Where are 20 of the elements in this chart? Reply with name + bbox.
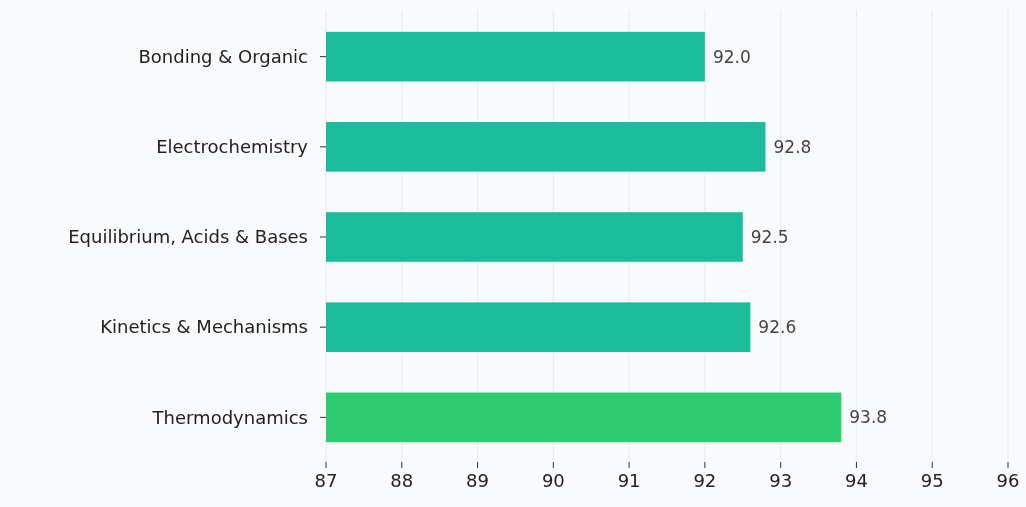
data-label: 92.0 — [712, 46, 751, 67]
x-tick-label: 96 — [996, 470, 1020, 491]
x-tick-label: 95 — [920, 470, 944, 491]
x-tick-label: 87 — [314, 470, 338, 491]
x-tick-label: 93 — [769, 470, 793, 491]
y-tick-label: Kinetics & Mechanisms — [100, 316, 308, 338]
data-label: 92.6 — [758, 317, 797, 338]
data-label: 92.8 — [773, 136, 812, 157]
x-tick-label: 92 — [693, 470, 717, 491]
data-label: 92.5 — [750, 226, 789, 247]
y-tick-label: Bonding & Organic — [138, 45, 308, 67]
x-tick-label: 94 — [844, 470, 868, 491]
y-tick-label: Equilibrium, Acids & Bases — [68, 226, 308, 248]
x-tick-label: 88 — [390, 470, 414, 491]
data-label: 93.8 — [849, 407, 888, 428]
y-tick-label: Thermodynamics — [151, 406, 308, 428]
x-tick-label: 89 — [466, 470, 490, 491]
x-tick-label: 90 — [541, 470, 565, 491]
x-tick-label: 91 — [617, 470, 641, 491]
y-tick-label: Electrochemistry — [156, 136, 309, 158]
